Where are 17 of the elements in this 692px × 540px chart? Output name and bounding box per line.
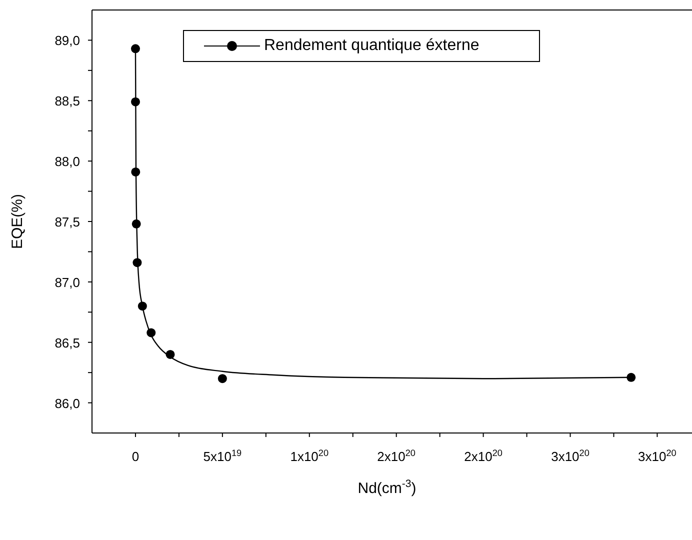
x-tick-label: 3x10$^{20}$ [551, 448, 590, 464]
y-tick-label: 89,0 [54, 33, 80, 48]
y-tick-label: 88,5 [54, 94, 80, 109]
x-tick-label: 2x10$^{20}$ [377, 448, 416, 464]
y-tick-label: 86,5 [54, 335, 80, 350]
x-tick-label: 3x10$^{20}$ [638, 448, 676, 464]
x-tick-label: 5x10$^{19}$ [203, 448, 242, 464]
y-tick-label: 86,0 [54, 396, 80, 411]
y-axis-title: EQE(%) [9, 194, 26, 250]
y-tick-label: 87,5 [54, 214, 80, 230]
y-tick-label: 87,0 [54, 274, 80, 290]
x-tick-label: 2x10$^{20}$ [464, 448, 502, 464]
x-axis-title: Nd(cm$^{-3}$) [358, 478, 416, 497]
y-tick-label: 88,0 [54, 154, 80, 170]
x-tick-label: 1x10$^{20}$ [290, 448, 329, 464]
x-tick-label: 0 [132, 449, 140, 464]
legend-label: Rendement quantique éxterne [264, 37, 480, 55]
